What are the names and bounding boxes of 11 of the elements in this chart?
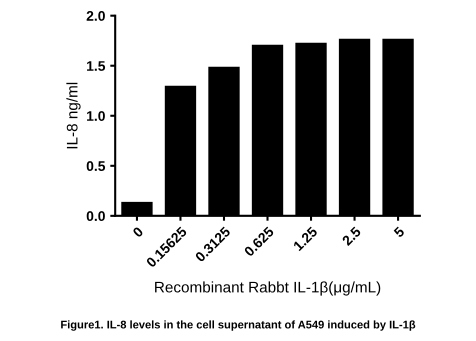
- caption: Figure1. IL-8 levels in the cell supernatant of A549 induced by IL-1β: [61, 320, 416, 331]
- y-tick-label: 1.0: [87, 111, 105, 121]
- y-tick-label: 0.0: [86, 211, 105, 222]
- y-axis-title: IL-8 ng/ml: [66, 82, 81, 148]
- x-tick-label: 5: [393, 226, 406, 238]
- y-tick-label: 0.5: [86, 161, 106, 171]
- y-tick-label: 1.5: [87, 61, 106, 71]
- x-axis-title: Recombinant Rabbt IL-1β(μg/mL): [155, 281, 380, 296]
- x-tick-label: 0: [132, 226, 144, 238]
- x-tick-label: 2.5: [342, 226, 362, 246]
- y-tick-label: 2.0: [86, 11, 105, 21]
